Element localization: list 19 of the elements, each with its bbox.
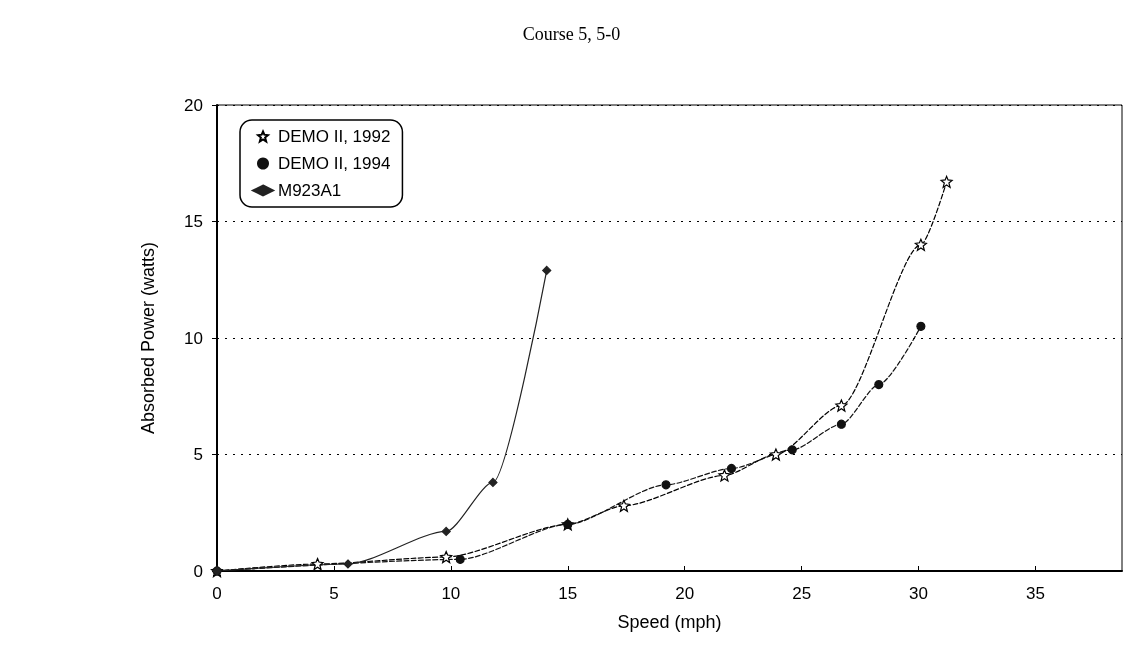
y-tick-label: 20 xyxy=(184,95,203,115)
x-tick-label: 30 xyxy=(909,584,929,603)
x-tick-label: 5 xyxy=(329,584,339,603)
y-axis-title: Absorbed Power (watts) xyxy=(138,241,158,435)
y-tick-label: 15 xyxy=(184,212,203,231)
x-tick-label: 20 xyxy=(675,584,695,603)
y-tick-label: 10 xyxy=(184,328,203,348)
chart-title: Course 5, 5-0 xyxy=(522,24,621,44)
legend-label: M923A1 xyxy=(278,181,342,200)
y-tick-label: 0 xyxy=(193,561,203,581)
x-tick-label: 0 xyxy=(212,584,222,603)
x-tick-label: 25 xyxy=(792,584,812,603)
legend-label: DEMO II, 1992 xyxy=(278,127,391,146)
x-tick-label: 10 xyxy=(441,584,461,603)
legend-label: DEMO II, 1994 xyxy=(278,154,391,173)
x-tick-label: 15 xyxy=(558,584,578,603)
x-axis-title: Speed (mph) xyxy=(617,612,722,632)
x-tick-label: 35 xyxy=(1026,584,1045,603)
y-tick-label: 5 xyxy=(193,445,203,464)
